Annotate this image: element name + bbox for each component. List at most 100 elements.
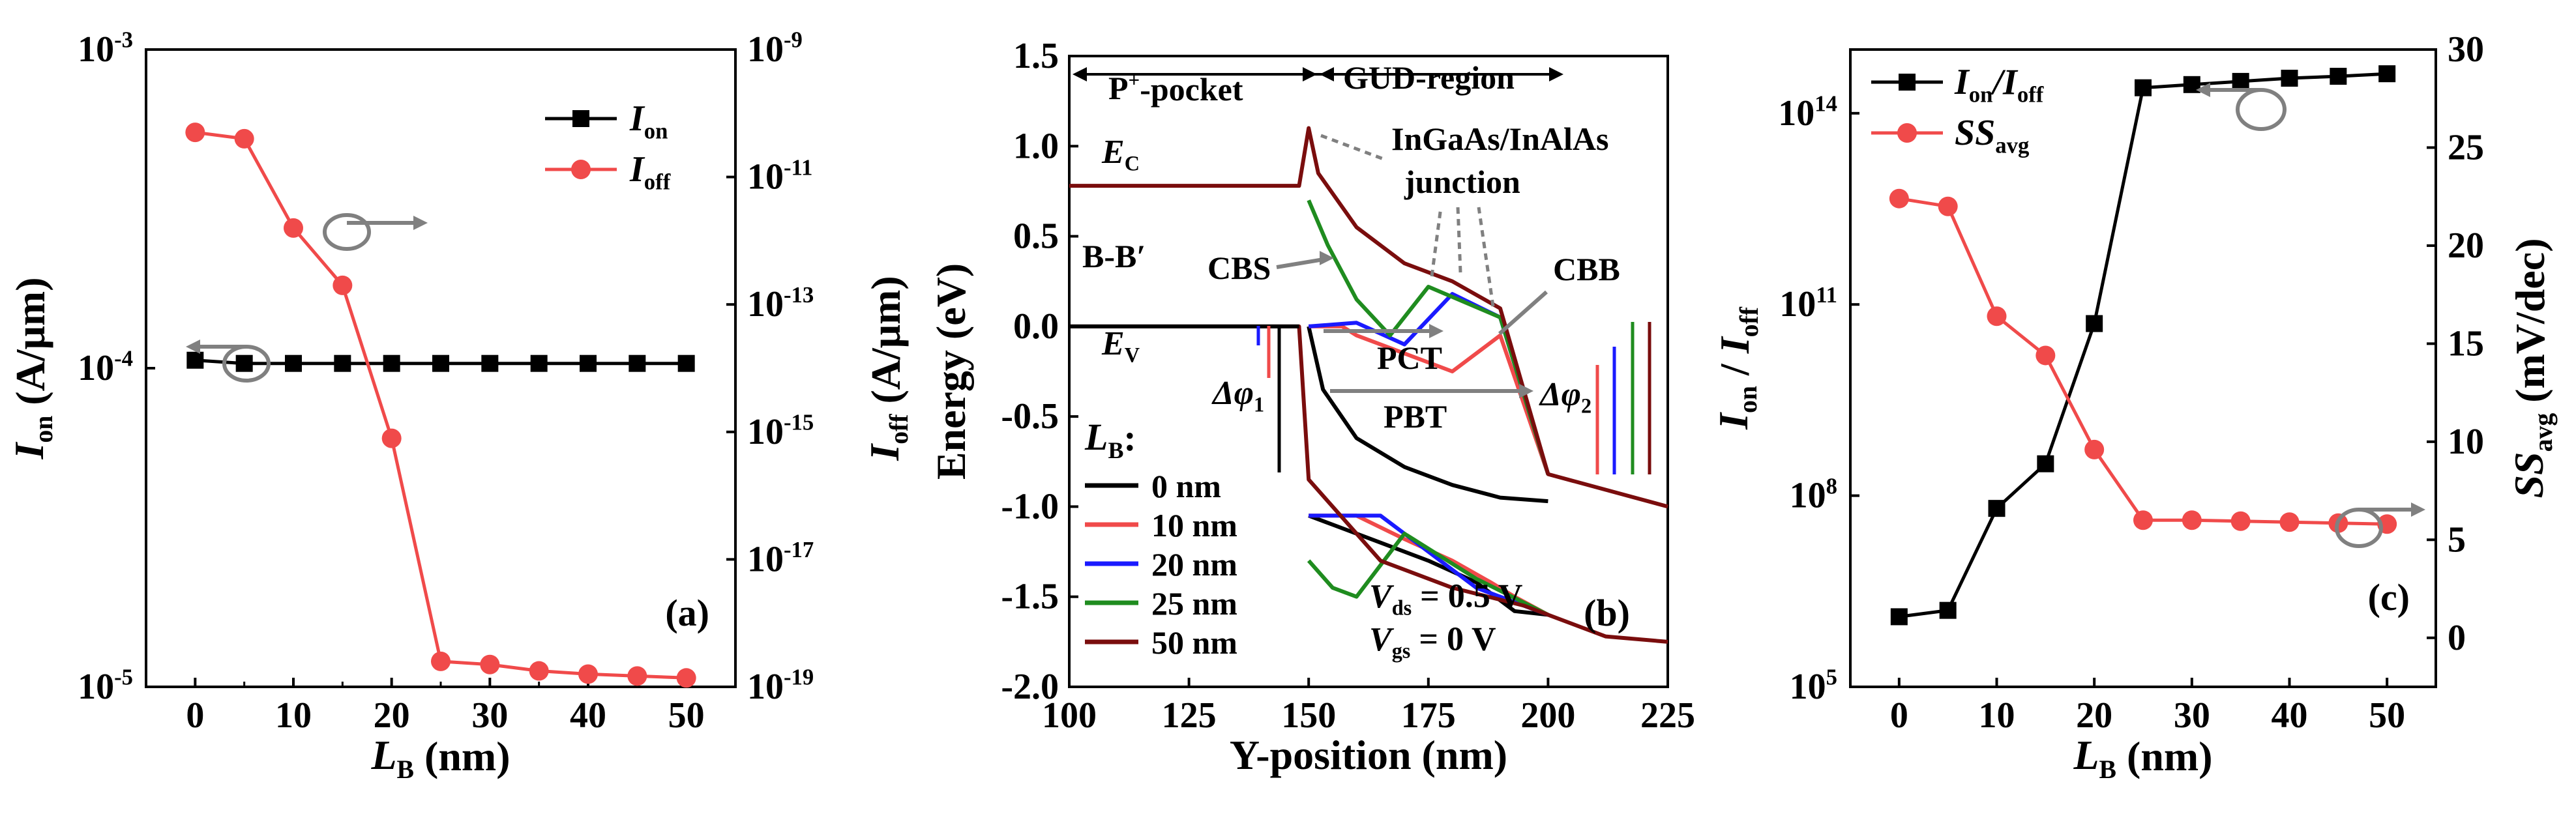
legend-label: 20 nm — [1151, 546, 1237, 583]
y-left-tick-label: 105 — [1790, 665, 1837, 707]
series-line-on — [1899, 72, 2388, 618]
y-tick-label: -1.0 — [1001, 486, 1059, 527]
y-left-tick-label: 10-5 — [78, 665, 133, 707]
y-right-tick-label: 20 — [2448, 225, 2484, 266]
ec-label: EC — [1101, 134, 1140, 175]
data-point-on — [383, 355, 400, 372]
plot-frame — [1068, 55, 1669, 688]
y-right-axis-label: Ioff (A/μm) — [861, 276, 913, 461]
data-point-avg — [2133, 510, 2153, 530]
y-right-tick-label: 30 — [2448, 29, 2484, 70]
legend: Ion/Ioff SSavg — [1871, 62, 2044, 158]
x-tick-label: 30 — [2174, 695, 2210, 736]
data-point-on — [2135, 79, 2152, 96]
y-left-axis-label: Ion (A/μm) — [6, 277, 58, 459]
x-axis-label: LB (nm) — [370, 732, 510, 784]
data-point-off — [333, 275, 353, 295]
arrow-head — [1073, 67, 1087, 81]
panel-c: 0 10 20 30 40 5010141011108105051015202530LB … — [1710, 29, 2558, 784]
cbs-label: CBS — [1207, 250, 1271, 286]
plot-frame — [1849, 48, 2437, 688]
x-tick-label: 0 — [186, 695, 204, 736]
y-right-tick-label: 15 — [2448, 323, 2484, 364]
y-right-axis-label: SSavg (mV/dec) — [2506, 238, 2558, 498]
data-point-on — [629, 355, 646, 372]
data-point-on — [2086, 315, 2103, 332]
data-point-off — [234, 128, 254, 149]
p-pocket-label: P+-pocket — [1108, 68, 1243, 108]
x-tick-label: 0 — [1890, 695, 1908, 736]
y-right-tick-label: 25 — [2448, 127, 2484, 167]
legend-title: LB: — [1084, 416, 1136, 463]
data-point-avg — [2182, 510, 2202, 530]
legend-marker — [571, 160, 591, 179]
x-axis-label: LB (nm) — [2073, 732, 2212, 784]
data-point-on — [285, 355, 302, 372]
data-point-off — [185, 123, 205, 143]
x-tick-label: 40 — [570, 695, 606, 736]
cbb-label: CBB — [1553, 251, 1620, 287]
panel-a: 0 10 20 30 40 50 10-3 10-4 10-5 10-9 10-11 10-13 10-… — [6, 27, 913, 784]
arrow-head — [413, 216, 428, 230]
data-point-on — [2037, 455, 2054, 472]
y-right-tick-label: 10-11 — [747, 154, 812, 197]
data-point-on — [1988, 500, 2006, 517]
x-tick-label: 100 — [1042, 695, 1097, 736]
data-point-avg — [1987, 306, 2007, 326]
y-right-tick-label: 10-17 — [747, 537, 814, 579]
y-right-tick-label: 10-19 — [747, 665, 814, 707]
dphi2-label: Δφ2 — [1539, 376, 1591, 417]
x-tick-label: 150 — [1281, 695, 1336, 736]
y-left-tick-label: 1014 — [1778, 91, 1837, 134]
gud-region-label: GUD-region — [1343, 59, 1515, 96]
x-tick-label: 10 — [275, 695, 312, 736]
data-point-off — [529, 661, 549, 681]
x-tick-label: 20 — [2076, 695, 2112, 736]
x-tick-label: 40 — [2272, 695, 2308, 736]
data-point-on — [481, 355, 499, 372]
legend-label: SSavg — [1955, 113, 2030, 158]
pct-label: PCT — [1377, 340, 1442, 376]
ev-curve-0-nm — [1308, 514, 1548, 617]
x-tick-label: 20 — [374, 695, 410, 736]
data-point-on — [2378, 65, 2396, 83]
x-tick-label: 50 — [668, 695, 705, 736]
ev-curve-20-nm — [1309, 514, 1549, 617]
data-point-on — [334, 355, 351, 372]
legend-label: 25 nm — [1151, 585, 1237, 622]
ec-curve-25-nm — [1307, 199, 1550, 475]
legend-marker — [1899, 74, 1916, 91]
y-left-axis-label: Ion / Ioff — [1710, 306, 1764, 430]
series-line-off — [194, 130, 687, 680]
junction-label-2: junction — [1404, 164, 1520, 200]
ev-label: EV — [1101, 325, 1140, 366]
data-point-on — [2281, 70, 2298, 87]
data-point-on — [2330, 68, 2347, 85]
arrow-head — [2196, 83, 2210, 97]
data-point-off — [480, 654, 500, 674]
arrow-head — [186, 340, 200, 354]
ec-curve-0-nm — [1307, 326, 1548, 504]
data-point-avg — [2230, 511, 2251, 531]
data-point-avg — [2084, 439, 2105, 459]
y-tick-label: 0.0 — [1013, 306, 1059, 347]
x-axis-label: Y-position (nm) — [1230, 732, 1507, 778]
y-right-tick-label: 10-9 — [747, 27, 803, 70]
data-point-avg — [2036, 345, 2056, 366]
data-point-off — [676, 668, 696, 688]
legend-marker — [572, 110, 589, 127]
legend-label: 0 nm — [1151, 468, 1221, 504]
data-point-avg — [1889, 188, 1909, 209]
x-tick-label: 10 — [1979, 695, 2015, 736]
ev-curve-25-nm — [1307, 531, 1549, 617]
y-right-tick-label: 5 — [2448, 519, 2466, 560]
panel-label: (c) — [2368, 576, 2410, 618]
legend-label: 10 nm — [1151, 507, 1237, 543]
data-point-avg — [2279, 512, 2300, 532]
data-point-on — [432, 355, 449, 372]
ec-curve-10-nm — [1309, 324, 1550, 475]
data-point-on — [677, 355, 695, 372]
y-left-tick-label: 10-4 — [78, 346, 133, 388]
